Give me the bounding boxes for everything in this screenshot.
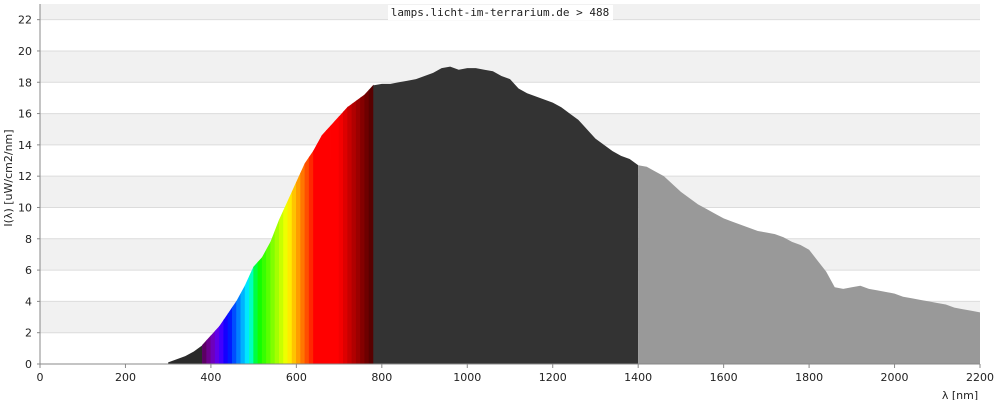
spectrum-band-600 [296,172,301,365]
spectrum-band-690 [334,115,340,365]
spectrum-band-490 [249,266,254,365]
x-tick-label: 1400 [624,371,652,384]
y-tick-label: 0 [25,358,32,371]
spectrum-band-680 [330,120,336,365]
y-tick-label: 14 [18,139,32,152]
spectrum-band-420 [219,319,225,365]
grid-band [40,19,980,51]
spectrum-band-710 [343,106,348,365]
x-tick-label: 200 [115,371,136,384]
spectrum-band-390 [206,335,212,365]
spectrum-band-460 [236,293,242,365]
spectrum-band-750 [360,94,366,365]
spectrum-band-520 [261,249,267,365]
spectrum-band-560 [278,210,284,365]
spectrum-band-620 [304,156,310,365]
spectrum-band-450 [231,300,237,365]
spectrum-band-650 [317,135,323,365]
y-tick-label: 10 [18,201,32,214]
title-box [388,5,613,20]
spectrum-band-740 [355,97,361,365]
spectrum-band-470 [240,285,246,365]
x-tick-label: 2200 [966,371,994,384]
spectrum-band-770 [368,84,374,365]
spectrum-band-510 [257,256,263,365]
y-tick-label: 20 [18,45,32,58]
spectrum-band-630 [308,150,314,365]
x-tick-label: 2000 [881,371,909,384]
y-tick-label: 22 [18,14,32,27]
spectrum-band-700 [338,111,344,365]
spectrum-band-570 [283,201,289,365]
chart-title: lamps.licht-im-terrarium.de > 488 [391,6,610,19]
region-780-1400 [373,66,639,365]
y-tick-label: 12 [18,170,32,183]
x-tick-label: 400 [200,371,221,384]
y-tick-label: 2 [25,327,32,340]
spectrum-band-640 [313,143,319,365]
x-tick-label: 0 [37,371,44,384]
spectrum-band-580 [287,191,293,365]
spectrum-band-720 [347,103,353,365]
y-tick-label: 18 [18,76,32,89]
y-axis-label: I(λ) [uW/cm2/nm] [2,129,15,226]
spectrum-band-730 [351,100,357,365]
y-tick-label: 8 [25,233,32,246]
spectrum-band-610 [300,163,306,365]
x-tick-label: 800 [371,371,392,384]
x-tick-label: 1600 [710,371,738,384]
y-tick-label: 6 [25,264,32,277]
spectrum-band-440 [227,306,233,365]
x-tick-label: 600 [286,371,307,384]
y-tick-label: 16 [18,108,32,121]
grid-band [40,50,980,83]
spectrum-band-400 [210,330,216,365]
x-tick-label: 1200 [539,371,567,384]
x-tick-label: 1000 [453,371,481,384]
x-tick-label: 1800 [795,371,823,384]
region-300-380 [168,345,203,364]
spectrum-band-590 [291,182,297,365]
spectrum-band-660 [321,130,327,365]
axes [39,4,980,365]
y-tick-labels: 0 2 4 6 8 10 12 14 16 18 20 22 [18,14,40,371]
region-1400-2200 [638,165,980,364]
spectrum-band-540 [270,230,276,365]
spectrum-band-670 [325,125,331,365]
spectrum-band-430 [223,312,229,365]
x-tick-labels: 0 200 400 600 800 1000 1200 1400 1600 1800 2000 220… [37,364,994,384]
spectrum-band-760 [364,89,370,365]
spectrum-band-410 [214,325,220,365]
x-axis-label: λ [nm] [942,389,978,400]
y-tick-label: 4 [25,295,32,308]
spectrum-band-550 [274,219,280,365]
spectrum-band-530 [266,241,272,365]
spectrum-band-500 [253,261,259,365]
spectrum-band-480 [244,276,250,365]
